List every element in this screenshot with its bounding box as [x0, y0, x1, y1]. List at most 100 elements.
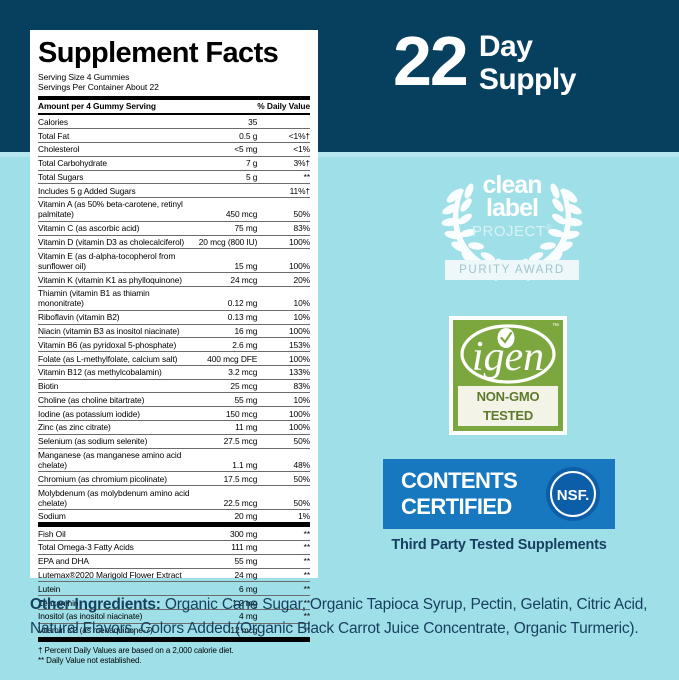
- nutrient-name: Inositol (as inositol niacinate): [38, 609, 194, 624]
- nutrient-amount: 400 mcg DFE: [193, 351, 257, 366]
- footnote-not-established: ** Daily Value not established.: [38, 656, 142, 666]
- purity-award-badge: PURITY AWARD: [445, 260, 579, 280]
- table-row: Selenium (as sodium selenite) 27.5 mcg 50%: [38, 434, 310, 449]
- nsf-seal-icon: NSF.: [546, 467, 600, 521]
- nutrient-amount: 55 mg: [193, 554, 257, 569]
- nutrient-daily-value: 83%: [257, 379, 310, 394]
- nutrient-amount: 0.12 mg: [193, 286, 257, 311]
- nutrient-amount: 25 mcg: [193, 379, 257, 394]
- col-header-amount: Amount per 4 Gummy Serving: [38, 100, 194, 116]
- nutrient-amount: 300 mg: [193, 524, 257, 542]
- nutrient-amount: 7 g: [193, 156, 257, 171]
- igen-green-field: ™ igen NON-GMO TESTED: [453, 320, 563, 431]
- footnote-daily-value: † Percent Daily Values are based on a 2,…: [38, 645, 234, 655]
- table-row: Vitamin E (as d-alpha-tocopherol from su…: [38, 248, 310, 274]
- nutrient-name: Choline (as choline bitartrate): [38, 392, 194, 408]
- nutrient-name: Vitamin B6 (as pyridoxal 5-phosphate): [38, 337, 194, 353]
- nutrient-daily-value: 48%: [257, 448, 310, 473]
- nutrient-amount: 17.5 mcg: [193, 471, 257, 487]
- nutrient-amount: <5 mg: [193, 142, 257, 157]
- table-row: Total Fat 0.5 g <1%†: [38, 128, 310, 143]
- table-row: Cholesterol <5 mg <1%: [38, 142, 310, 157]
- day-supply-line2: Supply: [478, 63, 577, 96]
- nutrient-amount: 12 mcg: [193, 623, 257, 642]
- nutrient-daily-value: 153%: [257, 337, 310, 353]
- clean-label-line2: label: [486, 194, 539, 222]
- non-gmo-line2: TESTED: [482, 408, 534, 423]
- nutrient-name: Total Sugars: [38, 170, 194, 185]
- table-row: Sodium 20 mg 1%: [38, 509, 310, 528]
- non-gmo-line1: NON-GMO: [476, 389, 540, 404]
- nutrient-name: Total Carbohydrate: [38, 156, 194, 171]
- clean-label-project-badge: clean label PROJECT® PURITY AWARD: [432, 168, 592, 286]
- nutrient-amount: 1.1 mg: [193, 448, 257, 473]
- nutrient-daily-value: 11%†: [257, 183, 310, 199]
- nutrient-amount: 450 mcg: [193, 197, 257, 222]
- table-row: Includes 5 g Added Sugars 11%†: [38, 183, 310, 199]
- serving-size: Serving Size 4 Gummies: [38, 72, 130, 82]
- nsf-contents-certified-badge: CONTENTS CERTIFIED NSF.: [383, 459, 615, 529]
- nutrient-name: Vitamin K (vitamin K1 as phylloquinone): [38, 272, 194, 287]
- trademark-icon: ™: [552, 323, 559, 330]
- clean-label-line3: PROJECT®: [472, 223, 552, 240]
- nutrient-amount: 35: [193, 114, 257, 130]
- table-row: Lutein 6 mg **: [38, 581, 310, 597]
- nutrient-name: Vitamin B12 (as methylcobalamin): [38, 365, 194, 380]
- col-header-dv: % Daily Value: [257, 100, 310, 116]
- nutrient-daily-value: 50%: [257, 197, 310, 222]
- table-row: Zinc (as zinc citrate) 11 mg 100%: [38, 420, 310, 435]
- nutrient-daily-value: 50%: [257, 485, 310, 510]
- nutrient-amount: 22.5 mcg: [193, 485, 257, 510]
- nutrition-table: Amount per 4 Gummy Serving % Daily Value…: [38, 100, 310, 642]
- day-supply-line1: Day: [478, 30, 533, 63]
- table-row: Niacin (vitamin B3 as inositol niacinate…: [38, 324, 310, 339]
- nutrient-name: Lutein: [38, 581, 194, 597]
- nutrient-daily-value: 50%: [257, 471, 310, 487]
- nutrient-name: Vitamin E (as d-alpha-tocopherol from su…: [38, 248, 194, 274]
- table-row: Manganese (as manganese amino acid chela…: [38, 448, 310, 473]
- nutrient-amount: 24 mcg: [193, 272, 257, 287]
- nutrient-amount: 5 g: [193, 170, 257, 185]
- page-title: Supplement Facts: [38, 37, 279, 69]
- table-row: Total Sugars 5 g **: [38, 170, 310, 185]
- nutrient-amount: 1.2 mg: [193, 595, 257, 610]
- svg-text:NSF.: NSF.: [557, 487, 590, 504]
- nutrient-amount: 20 mg: [193, 509, 257, 528]
- day-supply-callout: 22 Day Supply: [393, 26, 577, 96]
- nutrient-amount: 4 mg: [193, 609, 257, 624]
- nutrient-name: Vitamin A (as 50% beta-carotene, retinyl…: [38, 197, 194, 222]
- table-row: Choline (as choline bitartrate) 55 mg 10%: [38, 392, 310, 408]
- other-ingredients-label: Other Ingredients:: [30, 596, 161, 613]
- table-row: Iodine (as potassium iodide) 150 mcg 100%: [38, 406, 310, 422]
- nutrient-daily-value: 10%: [257, 310, 310, 325]
- table-row: Inositol (as inositol niacinate) 4 mg **: [38, 609, 310, 624]
- nutrient-amount: 11 mg: [193, 420, 257, 435]
- table-row: Total Carbohydrate 7 g 3%†: [38, 156, 310, 171]
- nutrient-daily-value: **: [257, 524, 310, 542]
- nutrient-amount: 20 mcg (800 IU): [193, 235, 257, 250]
- nutrient-daily-value: **: [257, 540, 310, 555]
- nsf-line1: CONTENTS: [401, 468, 518, 493]
- nutrient-name: Zinc (as zinc citrate): [38, 420, 194, 435]
- table-row: Thiamin (vitamin B1 as thiamin mononitra…: [38, 286, 310, 311]
- nutrient-daily-value: **: [257, 609, 310, 624]
- header-divider-thick: [38, 96, 310, 100]
- servings-per-container: Servings Per Container About 22: [38, 82, 159, 92]
- nutrient-daily-value: [257, 114, 310, 130]
- nutrient-name: Folate (as L-methylfolate, calcium salt): [38, 351, 194, 366]
- table-row: Fish Oil 300 mg **: [38, 524, 310, 542]
- day-supply-words: Day Supply: [478, 30, 577, 96]
- nutrient-name: EPA and DHA: [38, 554, 194, 569]
- nutrient-name: Vitamin D (vitamin D3 as cholecalciferol…: [38, 235, 194, 250]
- other-ingredients-text: Organic Cane Sugar, Organic Tapioca Syru…: [30, 596, 648, 637]
- nutrient-daily-value: <1%: [257, 142, 310, 157]
- nutrient-name: Lutemax®2020 Marigold Flower Extract: [38, 568, 194, 583]
- nutrient-daily-value: <1%†: [257, 128, 310, 143]
- nutrient-daily-value: 100%: [257, 324, 310, 339]
- table-header-row: Amount per 4 Gummy Serving % Daily Value: [38, 100, 310, 116]
- nutrient-daily-value: 100%: [257, 351, 310, 366]
- nutrient-name: Selenium (as sodium selenite): [38, 434, 194, 449]
- band-edge-highlight: [0, 152, 679, 157]
- nutrient-daily-value: **: [257, 623, 310, 642]
